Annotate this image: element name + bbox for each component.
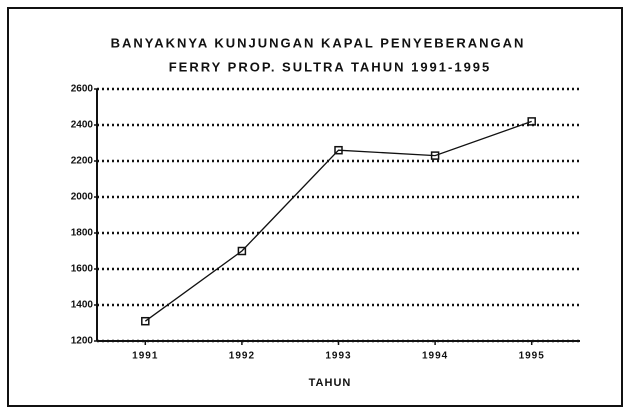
data-point [141, 316, 150, 326]
y-tick-label: 1600 [71, 264, 94, 275]
y-tick-label: 2200 [71, 156, 94, 167]
data-point [527, 117, 536, 126]
y-tick-label: 1200 [71, 336, 94, 347]
y-tick-label: 2400 [71, 120, 94, 131]
y-tick-label: 1800 [71, 228, 94, 239]
y-tick-label: 2000 [71, 192, 94, 203]
x-tick-label: 1995 [519, 351, 545, 362]
data-point [237, 246, 247, 256]
chart-title: FERRY PROP. SULTRA TAHUN 1991-1995 [169, 59, 492, 74]
data-point [334, 145, 343, 155]
y-tick-label: 2600 [71, 84, 94, 95]
chart-title: BANYAKNYA KUNJUNGAN KAPAL PENYEBERANGAN [111, 35, 526, 50]
x-tick-label: 1993 [325, 351, 351, 362]
x-tick-label: 1992 [229, 351, 255, 362]
x-axis-label: TAHUN [309, 377, 352, 389]
y-tick-label: 1400 [71, 300, 94, 311]
x-tick-label: 1991 [132, 351, 158, 362]
x-tick-label: 1994 [422, 351, 448, 362]
data-line [144, 120, 532, 322]
data-point [430, 151, 440, 160]
frame [7, 7, 623, 407]
